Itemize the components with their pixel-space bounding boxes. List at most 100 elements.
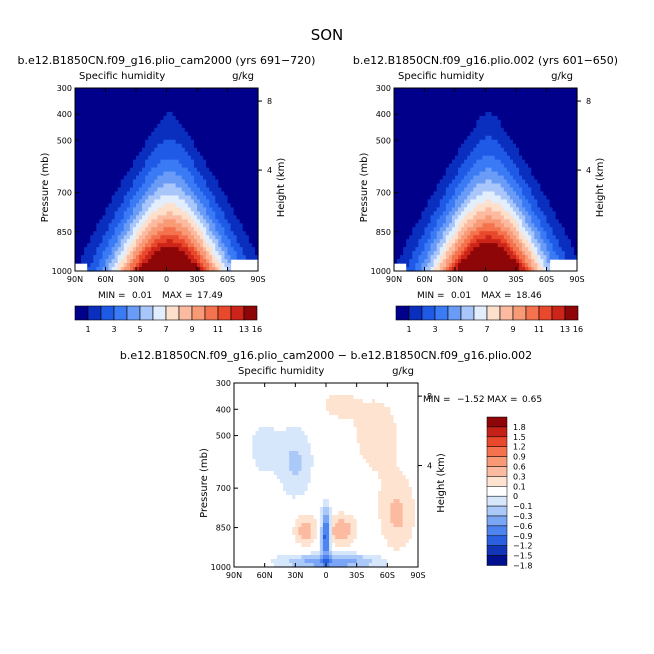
field-cell: [139, 187, 143, 193]
field-cell: [154, 259, 158, 264]
field-cell: [200, 251, 204, 256]
field-cell: [227, 223, 232, 228]
field-cell: [488, 107, 493, 113]
field-cell: [206, 227, 210, 232]
field-cell: [485, 107, 490, 113]
field-cell: [193, 219, 198, 224]
field-cell: [90, 143, 94, 149]
field-cell: [151, 247, 155, 252]
field-cell: [248, 159, 253, 165]
field-cell: [84, 155, 88, 161]
field-cell: [248, 107, 253, 113]
field-cell: [418, 259, 423, 264]
field-cell: [476, 111, 480, 117]
field-cell: [160, 123, 165, 129]
field-cell: [181, 91, 186, 97]
field-cell: [509, 187, 514, 193]
field-cell: [81, 227, 85, 232]
field-cell: [218, 179, 222, 185]
field-cell: [78, 107, 82, 113]
field-cell: [461, 103, 465, 109]
field-cell: [482, 143, 487, 149]
field-cell: [197, 223, 201, 228]
colorbar-swatch: [113, 305, 128, 321]
field-cell: [218, 263, 222, 268]
field-cell: [427, 127, 432, 133]
field-cell: [197, 127, 201, 133]
field-cell: [516, 115, 520, 121]
field-cell: [451, 159, 456, 165]
field-cell: [181, 111, 186, 117]
field-cell: [184, 139, 189, 145]
field-cell: [461, 191, 465, 197]
field-cell: [497, 243, 502, 248]
field-cell: [120, 263, 125, 268]
field-cell: [187, 99, 192, 105]
field-cell: [451, 195, 456, 200]
field-cell: [406, 199, 410, 204]
field-cell: [436, 131, 441, 137]
field-cell: [509, 107, 514, 113]
field-cell: [93, 135, 97, 141]
field-cell: [525, 131, 529, 137]
field-cell: [75, 119, 79, 125]
field-cell: [519, 247, 523, 252]
field-cell: [418, 219, 423, 224]
field-cell: [433, 255, 438, 260]
field-cell: [87, 99, 91, 105]
field-cell: [436, 135, 441, 141]
field-cell: [108, 243, 113, 248]
field-cell: [534, 255, 538, 260]
field-cell: [418, 119, 423, 125]
field-cell: [461, 211, 465, 216]
field-cell: [488, 211, 493, 216]
field-cell: [105, 255, 110, 260]
field-cell: [430, 223, 435, 228]
field-cell: [203, 123, 207, 129]
field-cell: [424, 219, 429, 224]
field-cell: [151, 123, 155, 129]
field-cell: [145, 219, 149, 224]
field-cell: [467, 171, 471, 177]
field-cell: [531, 171, 535, 177]
field-cell: [145, 263, 149, 268]
field-cell: [175, 159, 180, 165]
field-cell: [197, 219, 201, 224]
field-cell: [506, 107, 511, 113]
field-cell: [184, 267, 189, 272]
field-cell: [451, 111, 456, 117]
field-cell: [90, 211, 94, 216]
field-cell: [157, 111, 161, 117]
field-cell: [394, 131, 398, 137]
field-cell: [178, 175, 183, 181]
field-cell: [415, 171, 419, 177]
field-cell: [163, 155, 168, 161]
field-cell: [172, 115, 177, 121]
field-cell: [209, 223, 213, 228]
field-cell: [439, 131, 444, 137]
field-cell: [506, 223, 511, 228]
field-cell: [464, 167, 468, 173]
field-cell: [181, 207, 186, 212]
field-cell: [117, 163, 122, 169]
field-cell: [172, 223, 177, 228]
field-cell: [145, 139, 149, 145]
field-cell: [108, 175, 113, 181]
field-cell: [476, 167, 480, 173]
field-cell: [245, 119, 250, 125]
field-cell: [479, 183, 484, 189]
field-cell: [166, 211, 171, 216]
field-cell: [488, 115, 493, 121]
field-cell: [154, 127, 158, 133]
field-cell: [445, 151, 450, 157]
field-cell: [491, 219, 496, 224]
field-cell: [491, 171, 496, 177]
field-cell: [96, 223, 100, 228]
field-cell: [455, 151, 459, 157]
field-cell: [78, 179, 82, 185]
field-cell: [394, 251, 398, 256]
field-cell: [512, 119, 517, 125]
field-cell: [151, 203, 155, 208]
field-cell: [117, 195, 122, 200]
field-cell: [145, 251, 149, 256]
